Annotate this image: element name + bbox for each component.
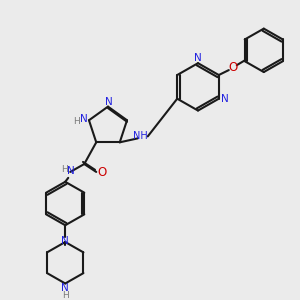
Text: O: O: [98, 167, 107, 179]
Text: H: H: [61, 166, 68, 175]
Text: N: N: [105, 97, 113, 107]
Text: O: O: [228, 61, 237, 74]
Text: N: N: [61, 236, 69, 246]
Text: N: N: [68, 166, 75, 176]
Text: H: H: [62, 291, 69, 300]
Text: N: N: [61, 284, 69, 293]
Text: NH: NH: [134, 131, 148, 141]
Text: N: N: [194, 53, 202, 63]
Text: N: N: [221, 94, 229, 104]
Text: H: H: [74, 117, 80, 126]
Text: N: N: [80, 114, 88, 124]
